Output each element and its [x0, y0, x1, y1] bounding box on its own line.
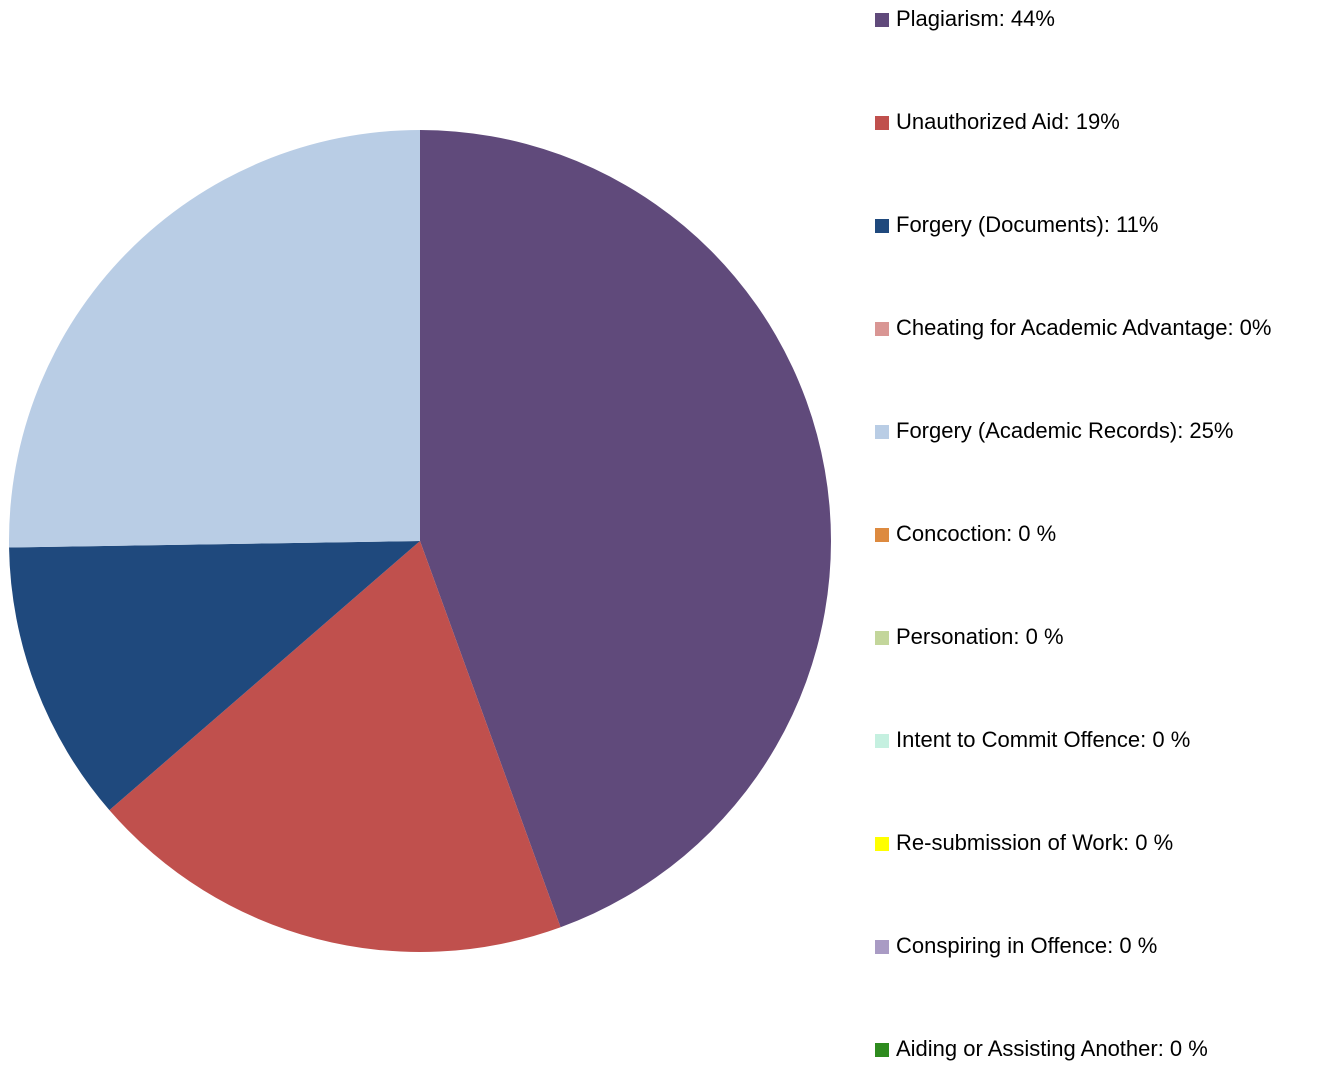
legend-label: Forgery (Academic Records): 25% [896, 418, 1233, 443]
legend-swatch [875, 322, 889, 336]
pie-slice [109, 541, 561, 952]
legend-swatch [875, 940, 889, 954]
legend-swatch [875, 116, 889, 130]
legend-swatch [875, 631, 889, 645]
legend-label: Conspiring in Offence: 0 % [896, 933, 1157, 958]
legend-swatch [875, 219, 889, 233]
legend-label: Intent to Commit Offence: 0 % [896, 727, 1190, 752]
legend-swatch [875, 528, 889, 542]
legend-label: Personation: 0 % [896, 624, 1064, 649]
legend-swatch [875, 837, 889, 851]
pie-slice [420, 130, 831, 928]
legend-label: Aiding or Assisting Another: 0 % [896, 1036, 1208, 1061]
legend-label: Cheating for Academic Advantage: 0% [896, 315, 1271, 340]
legend-swatch [875, 1043, 889, 1057]
legend-label: Concoction: 0 % [896, 521, 1056, 546]
legend-swatch [875, 425, 889, 439]
legend-label: Unauthorized Aid: 19% [896, 109, 1120, 134]
legend-label: Plagiarism: 44% [896, 6, 1055, 31]
pie-slice [9, 541, 421, 811]
legend-swatch [875, 13, 889, 27]
legend-label: Re-submission of Work: 0 % [896, 830, 1173, 855]
legend-swatch [875, 734, 889, 748]
legend-label: Forgery (Documents): 11% [896, 212, 1158, 237]
pie-slice [8, 130, 420, 548]
